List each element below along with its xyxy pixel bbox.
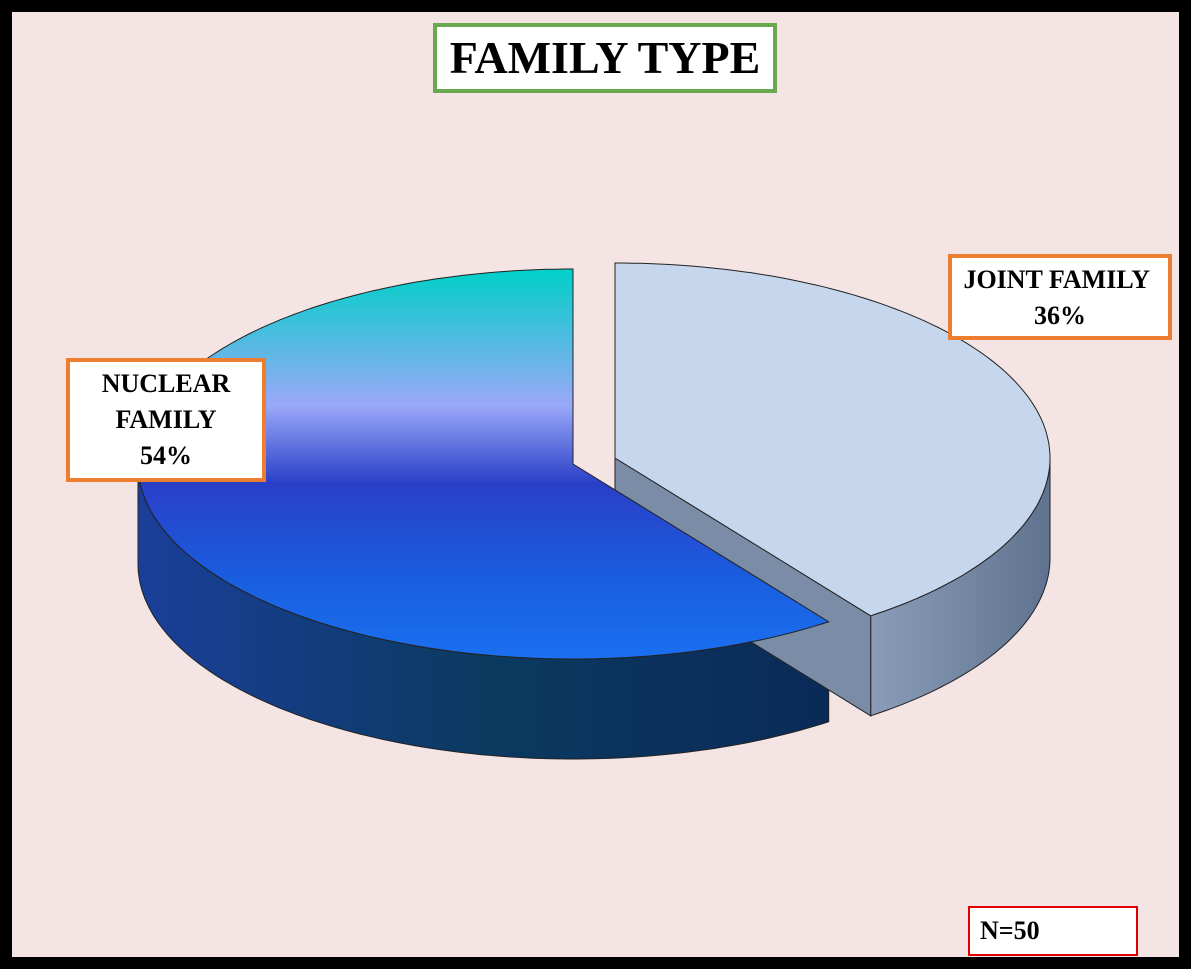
sample-size: N=50 bbox=[968, 906, 1138, 956]
slice-label: NUCLEAR FAMILY 54% bbox=[66, 358, 266, 482]
chart-title: FAMILY TYPE bbox=[433, 23, 777, 93]
chart bbox=[0, 0, 1191, 969]
page: FAMILY TYPE NUCLEAR FAMILY 54% JOINT FAM… bbox=[0, 0, 1191, 969]
value-label: 54% bbox=[70, 438, 262, 474]
value-label: 36% bbox=[1034, 301, 1086, 330]
category-label: JOINT FAMILY bbox=[963, 265, 1150, 294]
category-label: NUCLEAR FAMILY bbox=[102, 369, 231, 434]
slice-label: JOINT FAMILY 36% bbox=[948, 254, 1172, 340]
